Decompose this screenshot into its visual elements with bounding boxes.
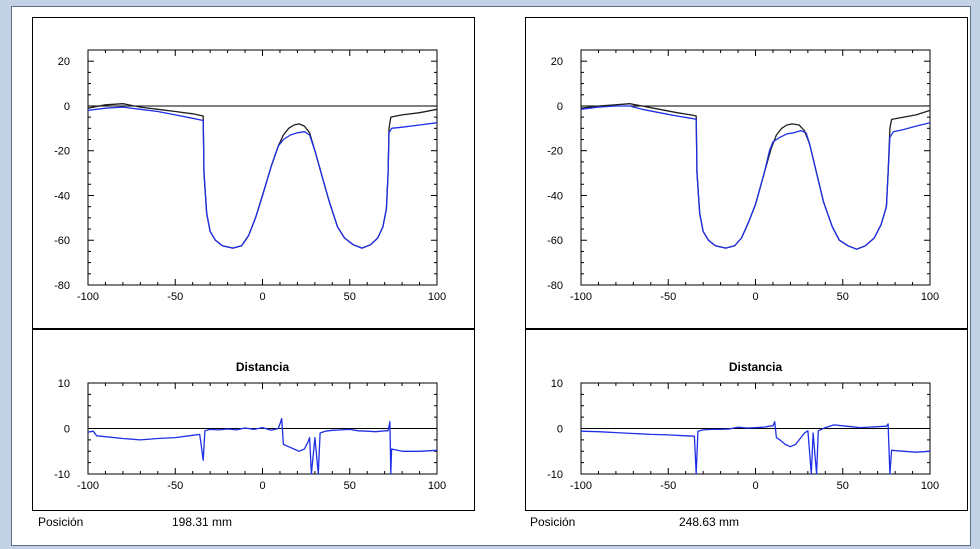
left-position-label: Posición: [38, 515, 84, 529]
series-line-0: [87, 103, 438, 249]
x-tick-label: 0: [752, 480, 758, 492]
y-tick-label: 0: [557, 424, 563, 436]
x-tick-label: 50: [344, 291, 356, 303]
y-tick-label: 10: [58, 378, 70, 390]
series-line-0: [580, 421, 931, 475]
right-panel: -100 -50 0 50 100 -80 -60 -40 -20 0 20 Distancia -1…: [525, 17, 968, 511]
x-tick-label: 50: [344, 480, 356, 492]
y-tick-label: 0: [557, 101, 563, 113]
left-profile-chart: -100 -50 0 50 100 -80 -60 -40 -20 0 20: [54, 49, 446, 303]
x-tick-label: -50: [660, 480, 676, 492]
x-tick-label: -50: [167, 291, 183, 303]
x-tick-label: 0: [752, 291, 758, 303]
y-tick-label: -60: [54, 235, 70, 247]
right-profile-chart: -100 -50 0 50 100 -80 -60 -40 -20 0 20: [547, 49, 939, 303]
y-tick-label: 20: [58, 56, 70, 68]
y-tick-label: -80: [54, 280, 70, 292]
panel-divider: [33, 328, 474, 330]
plot-frame: [580, 49, 931, 286]
right-position-value: 248.63 mm: [679, 515, 740, 529]
x-tick-label: -100: [77, 291, 99, 303]
panel-divider: [526, 328, 967, 330]
x-tick-label: -50: [167, 480, 183, 492]
x-tick-label: 0: [259, 480, 265, 492]
y-tick-label: -40: [54, 190, 70, 202]
y-tick-label: -60: [547, 235, 563, 247]
y-tick-label: -40: [547, 190, 563, 202]
y-tick-label: -10: [54, 469, 70, 481]
window-frame: -100 -50 0 50 100 -80 -60 -40 -20 0 20 Distancia -1…: [11, 6, 971, 546]
y-tick-label: -20: [54, 146, 70, 158]
y-tick-label: -10: [547, 469, 563, 481]
x-tick-label: 100: [921, 291, 939, 303]
x-tick-label: -100: [570, 291, 592, 303]
y-tick-label: 0: [64, 424, 70, 436]
plot-frame: [87, 49, 438, 286]
x-tick-label: -50: [660, 291, 676, 303]
series-line-0: [87, 417, 438, 475]
x-tick-label: -100: [570, 480, 592, 492]
chart-title: Distancia: [236, 360, 290, 374]
y-tick-label: -20: [547, 146, 563, 158]
x-tick-label: 50: [837, 291, 849, 303]
y-tick-label: 0: [64, 101, 70, 113]
y-tick-label: -80: [547, 280, 563, 292]
series-line-1: [87, 106, 438, 249]
series-line-1: [580, 105, 931, 250]
left-position-value: 198.31 mm: [172, 515, 233, 529]
x-tick-label: 100: [921, 480, 939, 492]
x-tick-label: 50: [837, 480, 849, 492]
x-tick-label: -100: [77, 480, 99, 492]
chart-title: Distancia: [729, 360, 783, 374]
right-position-label: Posición: [530, 515, 576, 529]
x-tick-label: 100: [428, 291, 446, 303]
x-tick-label: 100: [428, 480, 446, 492]
x-tick-label: 0: [259, 291, 265, 303]
y-tick-label: 10: [551, 378, 563, 390]
series-line-0: [580, 103, 931, 250]
y-tick-label: 20: [551, 56, 563, 68]
left-panel: -100 -50 0 50 100 -80 -60 -40 -20 0 20 Distancia -1…: [32, 17, 475, 511]
